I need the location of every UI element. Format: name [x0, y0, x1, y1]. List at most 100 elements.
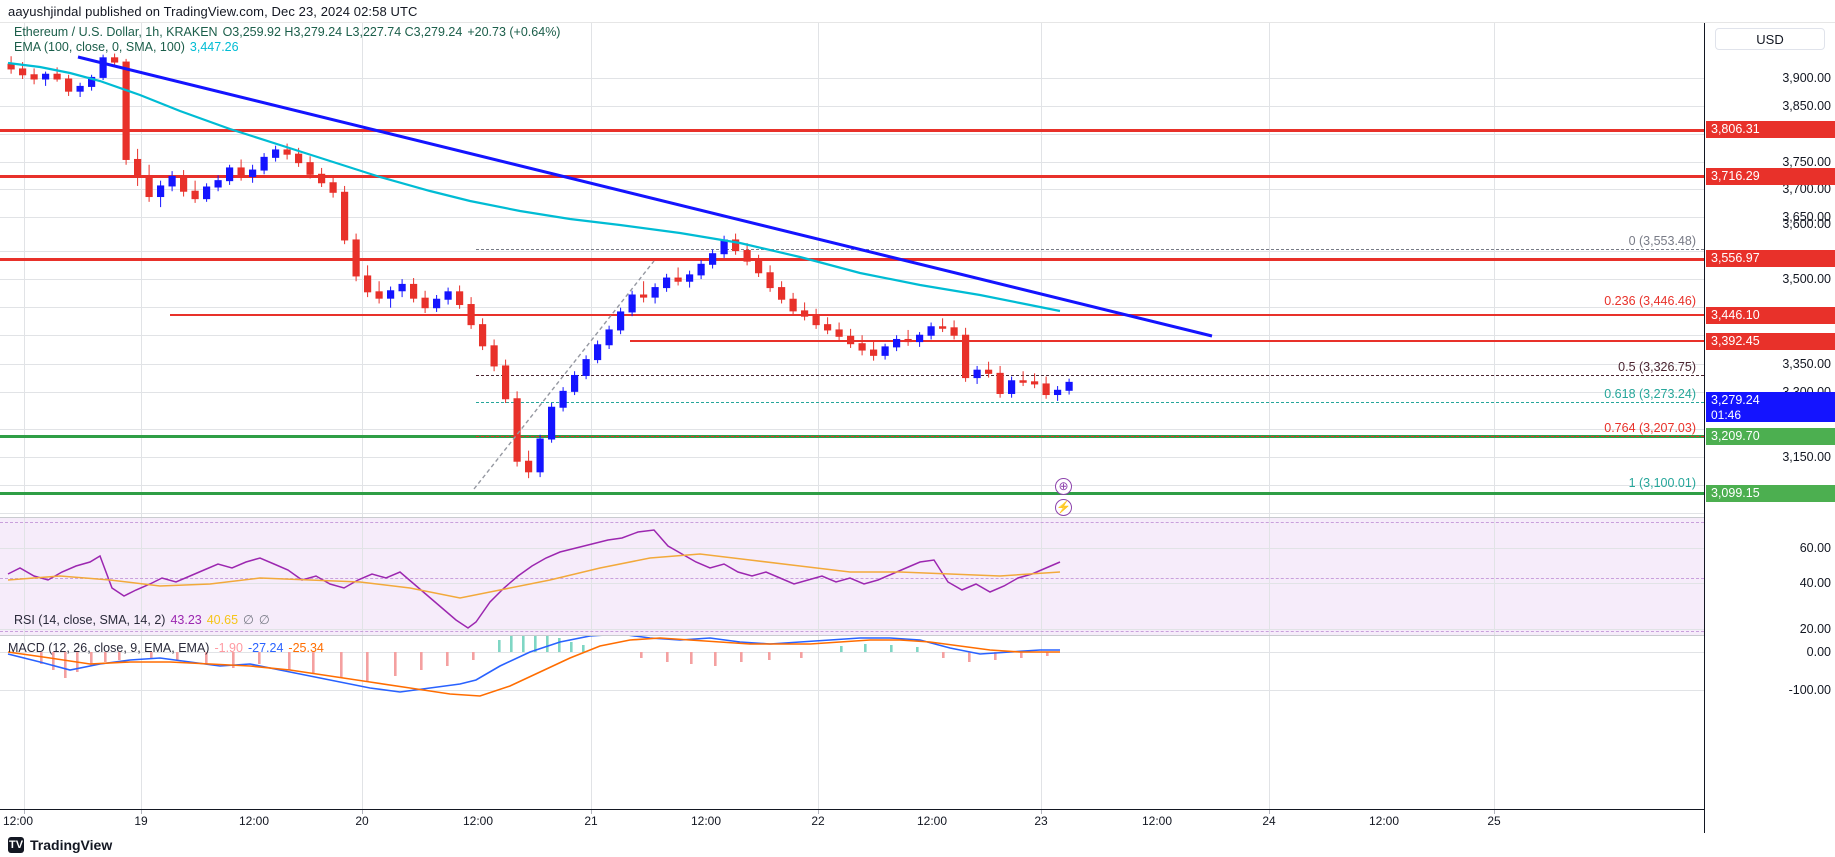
- price-tag-3716: 3,716.29: [1706, 168, 1835, 185]
- price-tick: 3,500.00: [1782, 272, 1831, 286]
- resistance-line-3716[interactable]: [0, 175, 1704, 178]
- rsi-band: [0, 518, 1704, 636]
- price-tag-3446: 3,446.10: [1706, 307, 1835, 324]
- time-label: 25: [1487, 814, 1501, 828]
- resistance-line-3392[interactable]: [630, 340, 1704, 342]
- lightning-marker-icon[interactable]: ⚡: [1055, 499, 1072, 516]
- fib-label-0236: 0.236 (3,446.46): [1604, 294, 1696, 308]
- resistance-line-3446[interactable]: [170, 314, 1704, 316]
- rsi-tick: 20.00: [1799, 622, 1831, 636]
- price-tick: 3,350.00: [1782, 357, 1831, 371]
- plot-area[interactable]: 0 (3,553.48) 0.236 (3,446.46) 0.5 (3,326…: [0, 23, 1704, 809]
- gridline: [0, 429, 1704, 430]
- price-tick: 3,150.00: [1782, 450, 1831, 464]
- gridline: [0, 307, 1704, 308]
- price-axis[interactable]: USD 3,900.00 3,850.00 3,750.00 3,700.00 …: [1704, 23, 1835, 833]
- fib-level-05[interactable]: [476, 375, 1704, 376]
- gridline: [818, 23, 819, 809]
- time-label: 21: [584, 814, 598, 828]
- publisher-text: aayushjindal published on TradingView.co…: [8, 3, 418, 19]
- gridline: [24, 23, 25, 809]
- pane-separator: [0, 517, 1704, 518]
- publisher-bar: aayushjindal published on TradingView.co…: [0, 0, 1835, 23]
- time-label: 24: [1262, 814, 1276, 828]
- time-label: 12:00: [2, 814, 34, 828]
- time-label: 12:00: [1141, 814, 1173, 828]
- time-label: 20: [355, 814, 369, 828]
- price-candles: [7, 53, 1213, 490]
- time-label: 12:00: [690, 814, 722, 828]
- price-tag-3392: 3,392.45: [1706, 333, 1835, 350]
- rsi-plot: [7, 529, 1061, 629]
- gridline: [0, 690, 1704, 691]
- fib-level-0764[interactable]: [476, 436, 1704, 437]
- add-marker-icon[interactable]: ⊕: [1055, 478, 1072, 495]
- time-tick: [362, 810, 363, 814]
- fib-label-0: 0 (3,553.48): [1628, 234, 1696, 248]
- gridline: [0, 652, 1704, 653]
- gridline: [0, 364, 1704, 365]
- gridline: [0, 629, 1704, 630]
- gridline: [0, 134, 1704, 135]
- time-axis[interactable]: 12:00 19 12:00 20 12:00 21 12:00 22 12:0…: [0, 809, 1704, 833]
- resistance-line-3806[interactable]: [0, 129, 1704, 132]
- footer: TV TradingView: [0, 833, 1835, 857]
- macd-tick: -100.00: [1788, 683, 1831, 697]
- gridline: [0, 251, 1704, 252]
- rsi-ma-line: [7, 553, 1061, 599]
- time-label: 19: [134, 814, 148, 828]
- price-tick: 3,850.00: [1782, 99, 1831, 113]
- gridline: [0, 279, 1704, 280]
- fib-level-0[interactable]: [476, 249, 1704, 250]
- price-tick: 3,750.00: [1782, 155, 1831, 169]
- gridline: [0, 513, 1704, 514]
- price-tag-last: 3,279.24 01:46: [1706, 392, 1835, 422]
- macd-line: [7, 636, 1060, 693]
- gridline: [591, 23, 592, 809]
- time-tick: [24, 810, 25, 814]
- price-tag-3209: 3,209.70: [1706, 428, 1835, 445]
- gridline: [362, 23, 363, 809]
- price-tag-3806: 3,806.31: [1706, 121, 1835, 138]
- price-tag-3099: 3,099.15: [1706, 485, 1835, 502]
- fib-label-0618: 0.618 (3,273.24): [1604, 387, 1696, 401]
- gridline: [1041, 23, 1042, 809]
- time-tick: [141, 810, 142, 814]
- pane-separator: [0, 635, 1704, 636]
- rsi-overbought-line: [0, 522, 1704, 523]
- gridline: [0, 583, 1704, 584]
- macd-plot: [7, 636, 1060, 697]
- gridline: [141, 23, 142, 809]
- time-tick: [1041, 810, 1042, 814]
- macd-tick: 0.00: [1806, 645, 1831, 659]
- fib-label-1: 1 (3,100.01): [1628, 476, 1696, 490]
- time-tick: [1269, 810, 1270, 814]
- tradingview-brand: TradingView: [30, 837, 113, 853]
- gridline: [1494, 23, 1495, 809]
- time-label: 12:00: [238, 814, 270, 828]
- rsi-tick: 40.00: [1799, 576, 1831, 590]
- gridline: [0, 217, 1704, 218]
- time-tick: [591, 810, 592, 814]
- gridline: [0, 106, 1704, 107]
- tradingview-logo-icon: TV: [8, 837, 24, 853]
- resistance-line-3556[interactable]: [0, 258, 1704, 261]
- time-label: 12:00: [462, 814, 494, 828]
- price-tick: 3,650.00: [1782, 210, 1831, 224]
- price-tag-3556: 3,556.97: [1706, 250, 1835, 267]
- currency-badge[interactable]: USD: [1715, 28, 1825, 50]
- price-tick: 3,700.00: [1782, 182, 1831, 196]
- time-label: 22: [811, 814, 825, 828]
- macd-signal-line: [7, 637, 1060, 697]
- fib-level-0618[interactable]: [476, 402, 1704, 403]
- gridline: [0, 78, 1704, 79]
- time-tick: [818, 810, 819, 814]
- gridline: [0, 485, 1704, 486]
- last-price-value: 3,279.24: [1711, 393, 1760, 407]
- rsi-oversold-line: [0, 631, 1704, 632]
- countdown-value: 01:46: [1711, 408, 1742, 422]
- support-line-3099[interactable]: [0, 492, 1704, 495]
- time-label: 12:00: [916, 814, 948, 828]
- chart-frame[interactable]: 0 (3,553.48) 0.236 (3,446.46) 0.5 (3,326…: [0, 23, 1835, 833]
